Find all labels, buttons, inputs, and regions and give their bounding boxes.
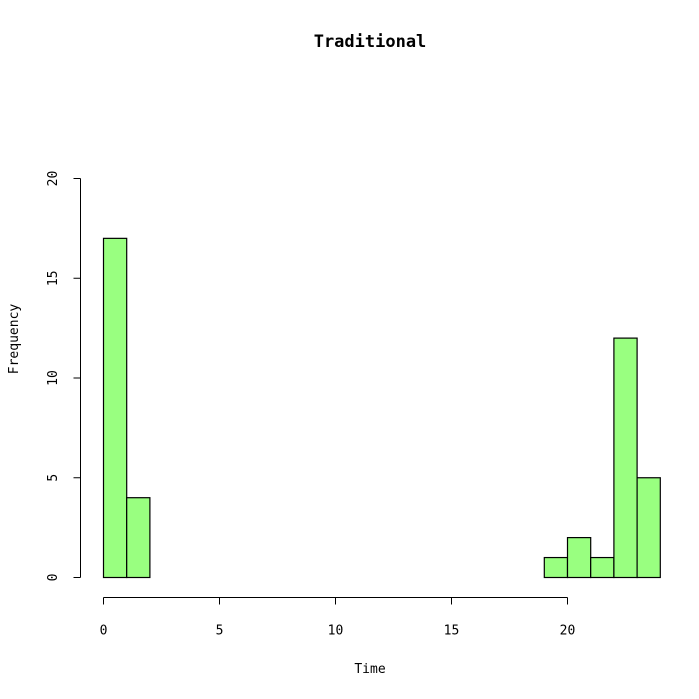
x-tick-label-0: 0 xyxy=(100,624,108,639)
y-tick-label-0: 0 xyxy=(46,574,61,582)
histogram-bar-0 xyxy=(102,237,128,579)
y-tick-label-2: 10 xyxy=(46,370,61,386)
x-tick-label-2: 10 xyxy=(328,624,344,639)
x-tick-label-3: 15 xyxy=(444,624,460,639)
bars-layer xyxy=(102,237,661,579)
x-axis: 0 5 10 15 20 xyxy=(100,597,576,639)
y-tick-label-1: 5 xyxy=(46,474,61,482)
x-tick-label-1: 5 xyxy=(216,624,224,639)
histogram-bar-20 xyxy=(566,536,592,579)
histogram-bar-19 xyxy=(543,556,569,579)
histogram-bar-23 xyxy=(636,477,661,579)
histogram-bar-22 xyxy=(613,337,638,579)
y-tick-label-4: 20 xyxy=(46,171,61,187)
y-axis: 0 5 10 15 20 xyxy=(46,171,81,582)
histogram-bar-1 xyxy=(126,497,151,579)
x-axis-label: Time xyxy=(354,662,385,677)
y-tick-label-3: 15 xyxy=(46,270,61,286)
histogram-bar-21 xyxy=(590,556,615,579)
chart-title: Traditional xyxy=(314,32,427,52)
y-axis-label: Frequency xyxy=(7,304,22,375)
x-tick-label-4: 20 xyxy=(560,624,576,639)
